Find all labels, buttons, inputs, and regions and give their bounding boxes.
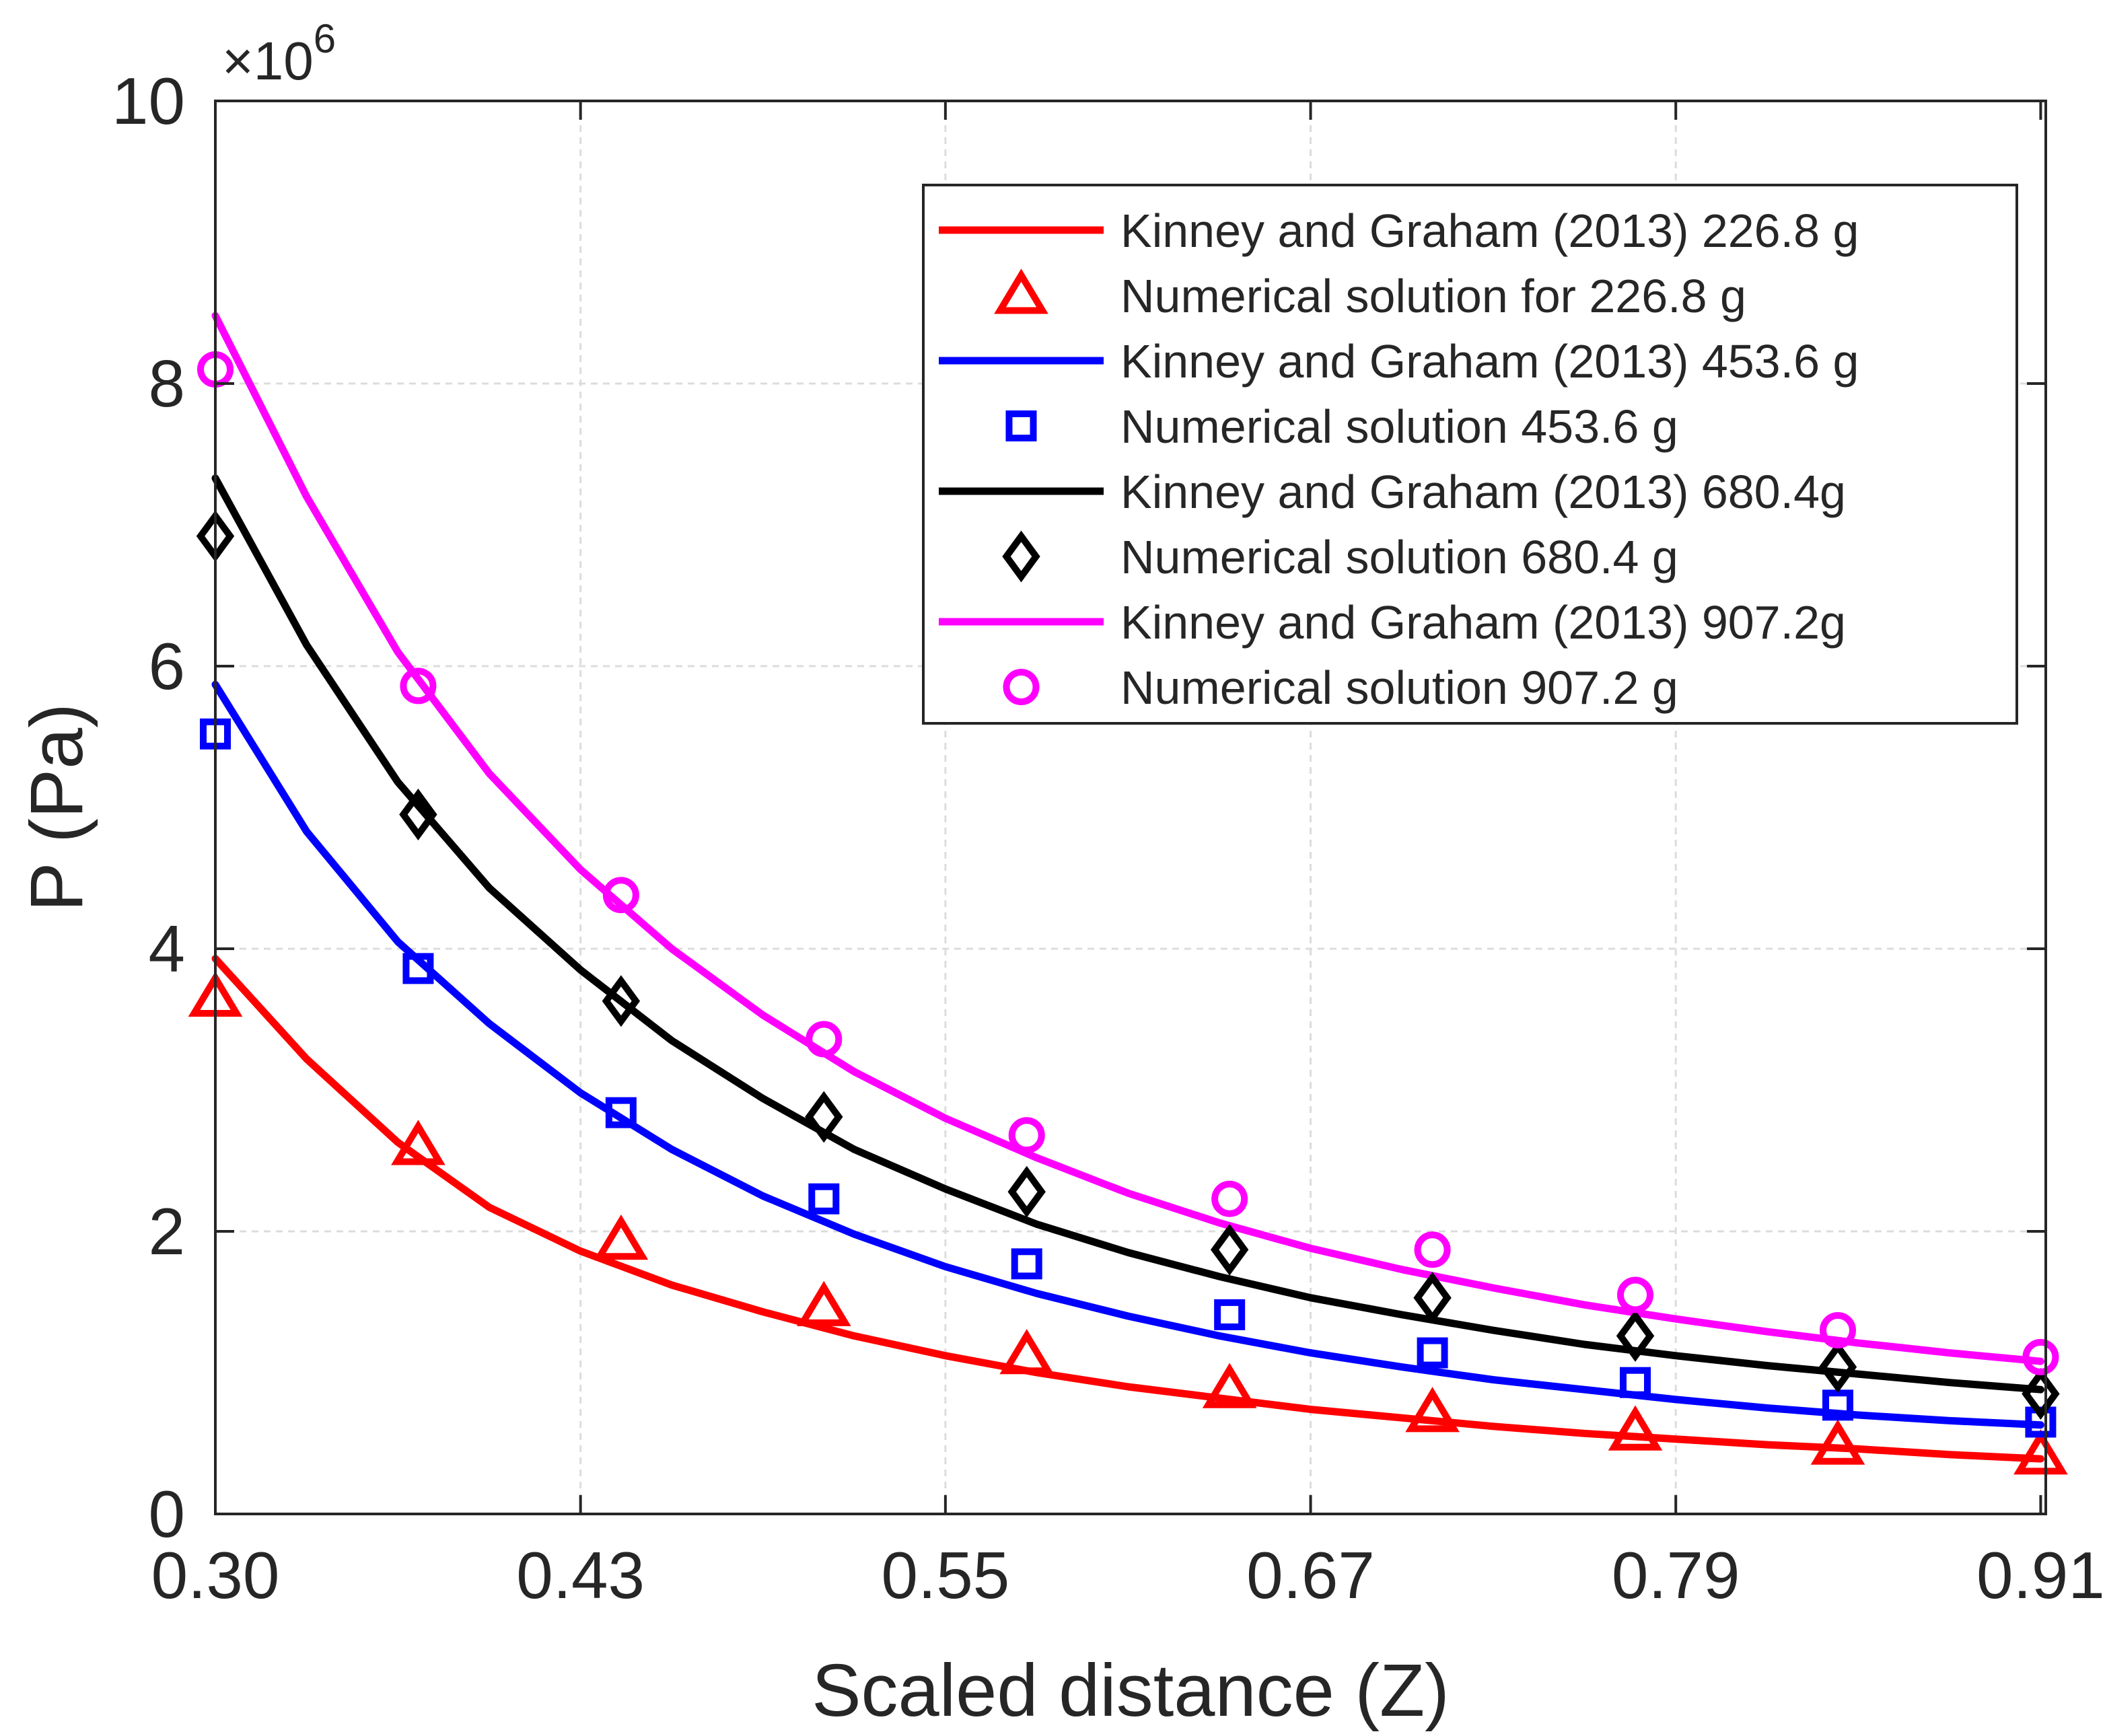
- diamond-marker: [1413, 1272, 1452, 1324]
- plot-frame: [214, 100, 2047, 1515]
- ticks: 0.30 0.43 0.55 0.67 0.79 0.91 0 2 4 6 8 10: [112, 64, 2105, 1612]
- legend-circle-swatch: [1003, 669, 1040, 705]
- legend-label: Numerical solution 453.6 g: [1120, 400, 1678, 453]
- x-tick-label: 0.91: [1976, 1538, 2105, 1612]
- y-axis-exponent: ×106: [222, 16, 336, 91]
- diamond-marker: [1616, 1309, 1655, 1362]
- series-layer: [188, 312, 2068, 1475]
- legend: Kinney and Graham (2013) 226.8 g Numerica…: [922, 184, 2018, 725]
- diamond-marker: [602, 975, 641, 1027]
- triangle-marker: [1608, 1405, 1663, 1451]
- triangle-marker: [1810, 1419, 1865, 1465]
- square-marker: [1214, 1299, 1246, 1330]
- triangle-marker: [2013, 1429, 2068, 1475]
- y-tick-label: 4: [148, 912, 185, 986]
- legend-label: Kinney and Graham (2013) 226.8 g: [1120, 205, 1859, 257]
- circle-marker: [806, 1021, 843, 1058]
- square-marker: [1620, 1367, 1651, 1398]
- diamond-marker: [1210, 1223, 1249, 1276]
- series-line: [211, 474, 2044, 1394]
- diamond-marker: [1007, 1165, 1046, 1218]
- x-tick-label: 0.30: [151, 1538, 280, 1612]
- legend-label: Numerical solution 907.2 g: [1120, 661, 1678, 714]
- square-marker: [1417, 1337, 1448, 1369]
- diamond-marker: [399, 789, 437, 840]
- triangle-marker: [1405, 1387, 1460, 1433]
- x-tick-label: 0.55: [882, 1538, 1010, 1612]
- legend-label: Kinney and Graham (2013) 680.4g: [1120, 466, 1846, 518]
- legend-label: Numerical solution 680.4 g: [1120, 531, 1678, 583]
- x-axis-label: Scaled distance (Z): [812, 1649, 1450, 1732]
- triangle-marker: [1202, 1363, 1257, 1408]
- square-marker: [808, 1183, 840, 1215]
- circle-marker: [2022, 1338, 2059, 1375]
- diamond-marker: [2022, 1368, 2060, 1420]
- circle-marker: [400, 667, 437, 704]
- square-marker: [1011, 1248, 1042, 1280]
- square-marker: [402, 953, 434, 984]
- diamond-marker: [805, 1091, 843, 1143]
- diamond-marker: [1818, 1341, 1857, 1394]
- triangle-marker: [391, 1120, 445, 1165]
- legend-box: [922, 184, 2018, 725]
- series-line: [211, 680, 2044, 1429]
- circle-marker: [1008, 1117, 1045, 1154]
- legend-triangle-swatch: [994, 268, 1048, 314]
- legend-diamond-swatch: [1002, 530, 1040, 583]
- series-line: [211, 312, 2044, 1365]
- x-tick-label: 0.67: [1246, 1538, 1375, 1612]
- circle-marker: [1211, 1180, 1248, 1217]
- triangle-marker: [594, 1214, 649, 1260]
- circle-marker: [1617, 1276, 1654, 1313]
- x-tick-label: 0.43: [516, 1538, 645, 1612]
- y-tick-label: 6: [148, 629, 185, 703]
- x-tick-label: 0.79: [1612, 1538, 1740, 1612]
- circle-marker: [1414, 1231, 1451, 1268]
- y-tick-label: 2: [148, 1194, 185, 1268]
- series-line: [211, 955, 2044, 1463]
- circle-marker: [602, 877, 639, 914]
- triangle-marker: [999, 1329, 1055, 1375]
- square-marker: [1822, 1389, 1853, 1421]
- y-tick-label: 0: [148, 1477, 185, 1551]
- y-tick-label: 10: [112, 64, 185, 138]
- triangle-marker: [796, 1280, 851, 1326]
- legend-label: Kinney and Graham (2013) 907.2g: [1120, 596, 1846, 649]
- square-marker: [605, 1097, 637, 1128]
- y-tick-label: 8: [148, 347, 185, 421]
- circle-marker: [1819, 1312, 1856, 1348]
- legend-label: Kinney and Graham (2013) 453.6 g: [1120, 335, 1859, 388]
- y-axis-label: P (Pa): [15, 703, 98, 912]
- legend-label: Numerical solution for 226.8 g: [1120, 270, 1746, 322]
- legend-square-swatch: [1005, 410, 1037, 441]
